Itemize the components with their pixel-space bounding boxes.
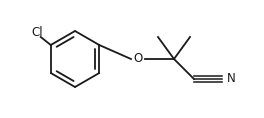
Text: O: O: [133, 53, 143, 65]
Text: Cl: Cl: [31, 27, 43, 40]
Text: N: N: [227, 72, 236, 86]
